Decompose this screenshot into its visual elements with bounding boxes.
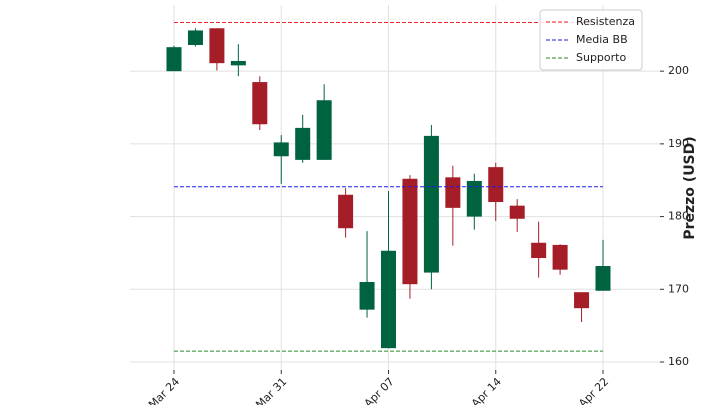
candle-body <box>531 242 547 259</box>
candle-body <box>338 194 354 229</box>
x-tick-label: Apr 07 <box>362 375 397 405</box>
candle-body <box>166 47 182 72</box>
candle-body <box>252 82 268 125</box>
candle-body <box>509 205 525 219</box>
candle-body <box>595 266 611 291</box>
candle-body <box>380 250 397 349</box>
y-tick-label: 190 <box>668 137 689 150</box>
candle-body <box>552 244 568 270</box>
legend-box <box>539 9 643 71</box>
legend-label: Supporto <box>576 51 626 64</box>
y-tick-label: 200 <box>668 64 689 77</box>
candle-body <box>316 100 332 160</box>
y-tick-label: 180 <box>668 210 689 223</box>
candle-body <box>423 135 439 273</box>
candle-body <box>488 167 504 203</box>
x-tick-label: Mar 24 <box>146 375 182 405</box>
x-tick-label: Apr 22 <box>576 375 611 405</box>
x-tick-label: Mar 31 <box>253 375 289 405</box>
x-tick-label: Apr 14 <box>469 375 504 405</box>
y-axis-label: Prezzo (USD) <box>682 136 698 239</box>
candle-body <box>209 28 225 64</box>
candle-body <box>445 177 461 208</box>
legend: Resistenza Media BB Supporto <box>539 9 643 71</box>
candle-body <box>466 180 482 217</box>
candle-body <box>295 127 311 160</box>
y-tick-label: 160 <box>668 355 689 368</box>
candle-body <box>230 60 246 66</box>
candle-body <box>402 178 418 285</box>
candle-body <box>273 142 289 157</box>
candle-body <box>574 292 590 309</box>
y-tick-label: 170 <box>668 282 689 295</box>
legend-label: Media BB <box>576 33 628 46</box>
candle-body <box>359 282 375 310</box>
legend-label: Resistenza <box>576 15 635 28</box>
candle-body <box>187 30 203 45</box>
